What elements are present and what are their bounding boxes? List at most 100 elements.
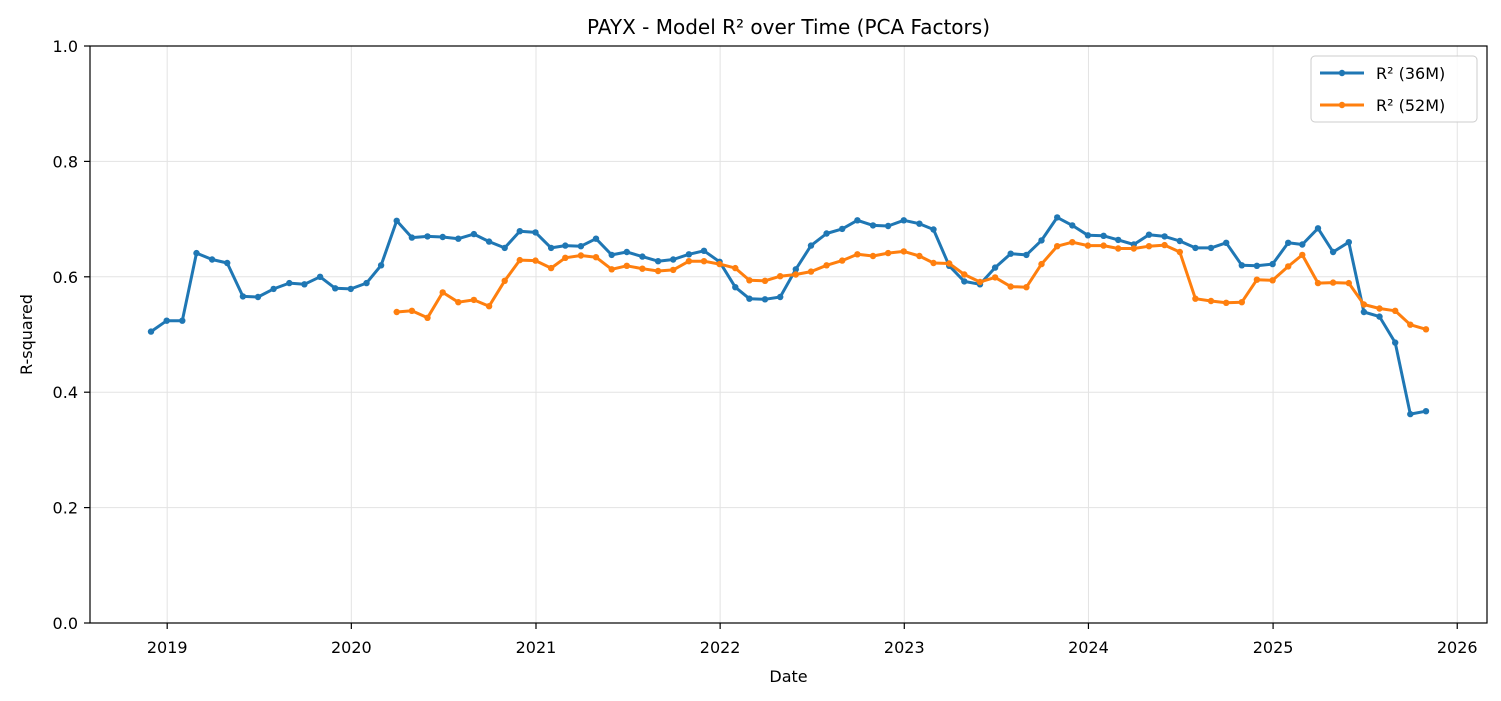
data-point: [961, 271, 968, 278]
data-point: [1253, 262, 1261, 269]
data-point: [1329, 279, 1337, 286]
data-point: [208, 256, 216, 263]
data-point: [408, 307, 416, 314]
data-point: [363, 279, 370, 287]
data-point: [1299, 251, 1306, 259]
data-point: [179, 317, 186, 324]
x-tick-label: 2026: [1437, 638, 1478, 657]
data-point: [393, 308, 400, 316]
data-point: [592, 254, 600, 261]
data-point: [470, 230, 478, 238]
axis-ticks: 2019 2020 2021 2022 2023 2024 2025 2026 0.0 0.2 0.…: [53, 37, 1478, 657]
data-point: [1299, 241, 1306, 248]
data-point: [347, 285, 354, 293]
series-layer: [147, 214, 1430, 418]
data-point: [1392, 307, 1399, 314]
data-point: [700, 258, 708, 265]
data-point: [301, 281, 308, 288]
data-point: [547, 244, 555, 252]
data-point: [1115, 236, 1122, 244]
x-tick-label: 2020: [331, 638, 372, 657]
data-point: [854, 251, 861, 258]
data-point: [884, 222, 892, 230]
data-point: [884, 249, 892, 257]
data-point: [654, 258, 662, 265]
x-tick-label: 2024: [1068, 638, 1109, 657]
data-point: [639, 265, 646, 272]
data-point: [1084, 242, 1092, 249]
data-point: [1329, 248, 1337, 256]
data-point: [608, 266, 615, 273]
data-point: [254, 293, 262, 301]
data-point: [1376, 305, 1383, 312]
data-point: [761, 296, 769, 303]
data-point: [439, 289, 446, 296]
data-point: [991, 264, 999, 271]
data-point: [455, 299, 462, 306]
data-point: [792, 266, 799, 273]
data-point: [1407, 321, 1414, 328]
data-point: [316, 273, 324, 280]
data-point: [1176, 237, 1184, 245]
data-point: [239, 293, 247, 300]
data-point: [623, 248, 630, 256]
data-point: [270, 285, 277, 293]
data-point: [685, 251, 693, 258]
x-tick-label: 2019: [147, 638, 188, 657]
data-point: [1207, 297, 1215, 305]
data-point: [869, 252, 877, 260]
legend-label-52m: R² (52M): [1376, 96, 1445, 115]
data-point: [700, 247, 708, 254]
data-point: [1285, 239, 1292, 246]
data-point: [732, 284, 739, 291]
data-point: [1038, 260, 1045, 268]
data-point: [1269, 260, 1276, 268]
data-point: [1314, 225, 1322, 232]
data-point: [1253, 276, 1261, 283]
data-point: [516, 228, 523, 235]
data-point: [1054, 243, 1061, 250]
data-point: [746, 277, 753, 284]
data-point: [1314, 279, 1322, 287]
y-tick-label: 0.8: [53, 152, 78, 171]
data-point: [193, 249, 200, 257]
data-point: [1360, 308, 1368, 316]
x-tick-label: 2023: [884, 638, 925, 657]
data-point: [716, 260, 723, 268]
data-point: [393, 217, 400, 224]
data-point: [900, 217, 907, 224]
data-point: [408, 234, 416, 241]
data-point: [1269, 277, 1276, 284]
data-point: [501, 277, 508, 284]
data-point: [1054, 214, 1061, 221]
data-point: [562, 242, 569, 249]
data-point: [639, 253, 646, 260]
data-point: [562, 254, 569, 261]
data-point: [654, 267, 662, 275]
data-point: [807, 242, 815, 249]
data-point: [424, 314, 431, 321]
data-point: [1407, 410, 1414, 418]
data-point: [916, 220, 923, 227]
data-point: [869, 222, 877, 229]
legend-marker-36m: [1338, 69, 1346, 77]
data-point: [854, 217, 861, 224]
data-point: [670, 256, 677, 263]
data-point: [792, 271, 799, 278]
data-point: [1023, 284, 1030, 291]
x-tick-label: 2025: [1253, 638, 1294, 657]
data-point: [577, 252, 585, 259]
data-point: [930, 259, 937, 267]
data-point: [1176, 248, 1184, 256]
data-point: [1192, 295, 1199, 302]
data-point: [1038, 237, 1045, 244]
data-point: [286, 279, 293, 287]
data-point: [501, 244, 508, 252]
data-point: [623, 262, 630, 269]
data-point: [224, 259, 231, 267]
y-tick-label: 0.2: [53, 499, 78, 518]
data-point: [777, 293, 784, 301]
data-point: [1130, 245, 1138, 252]
data-point: [1392, 339, 1399, 346]
